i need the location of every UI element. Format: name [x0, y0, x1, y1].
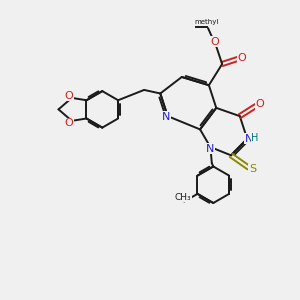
Text: N: N: [206, 143, 214, 154]
Text: O: O: [64, 91, 73, 100]
Text: N: N: [244, 134, 253, 144]
Text: O: O: [256, 99, 264, 110]
Text: S: S: [249, 164, 256, 174]
Text: O: O: [238, 52, 247, 62]
Text: O: O: [64, 118, 73, 128]
Text: methyl: methyl: [194, 19, 219, 25]
Text: N: N: [162, 112, 170, 122]
Text: O: O: [211, 37, 219, 46]
Text: CH₃: CH₃: [175, 193, 191, 202]
Text: H: H: [251, 133, 259, 142]
